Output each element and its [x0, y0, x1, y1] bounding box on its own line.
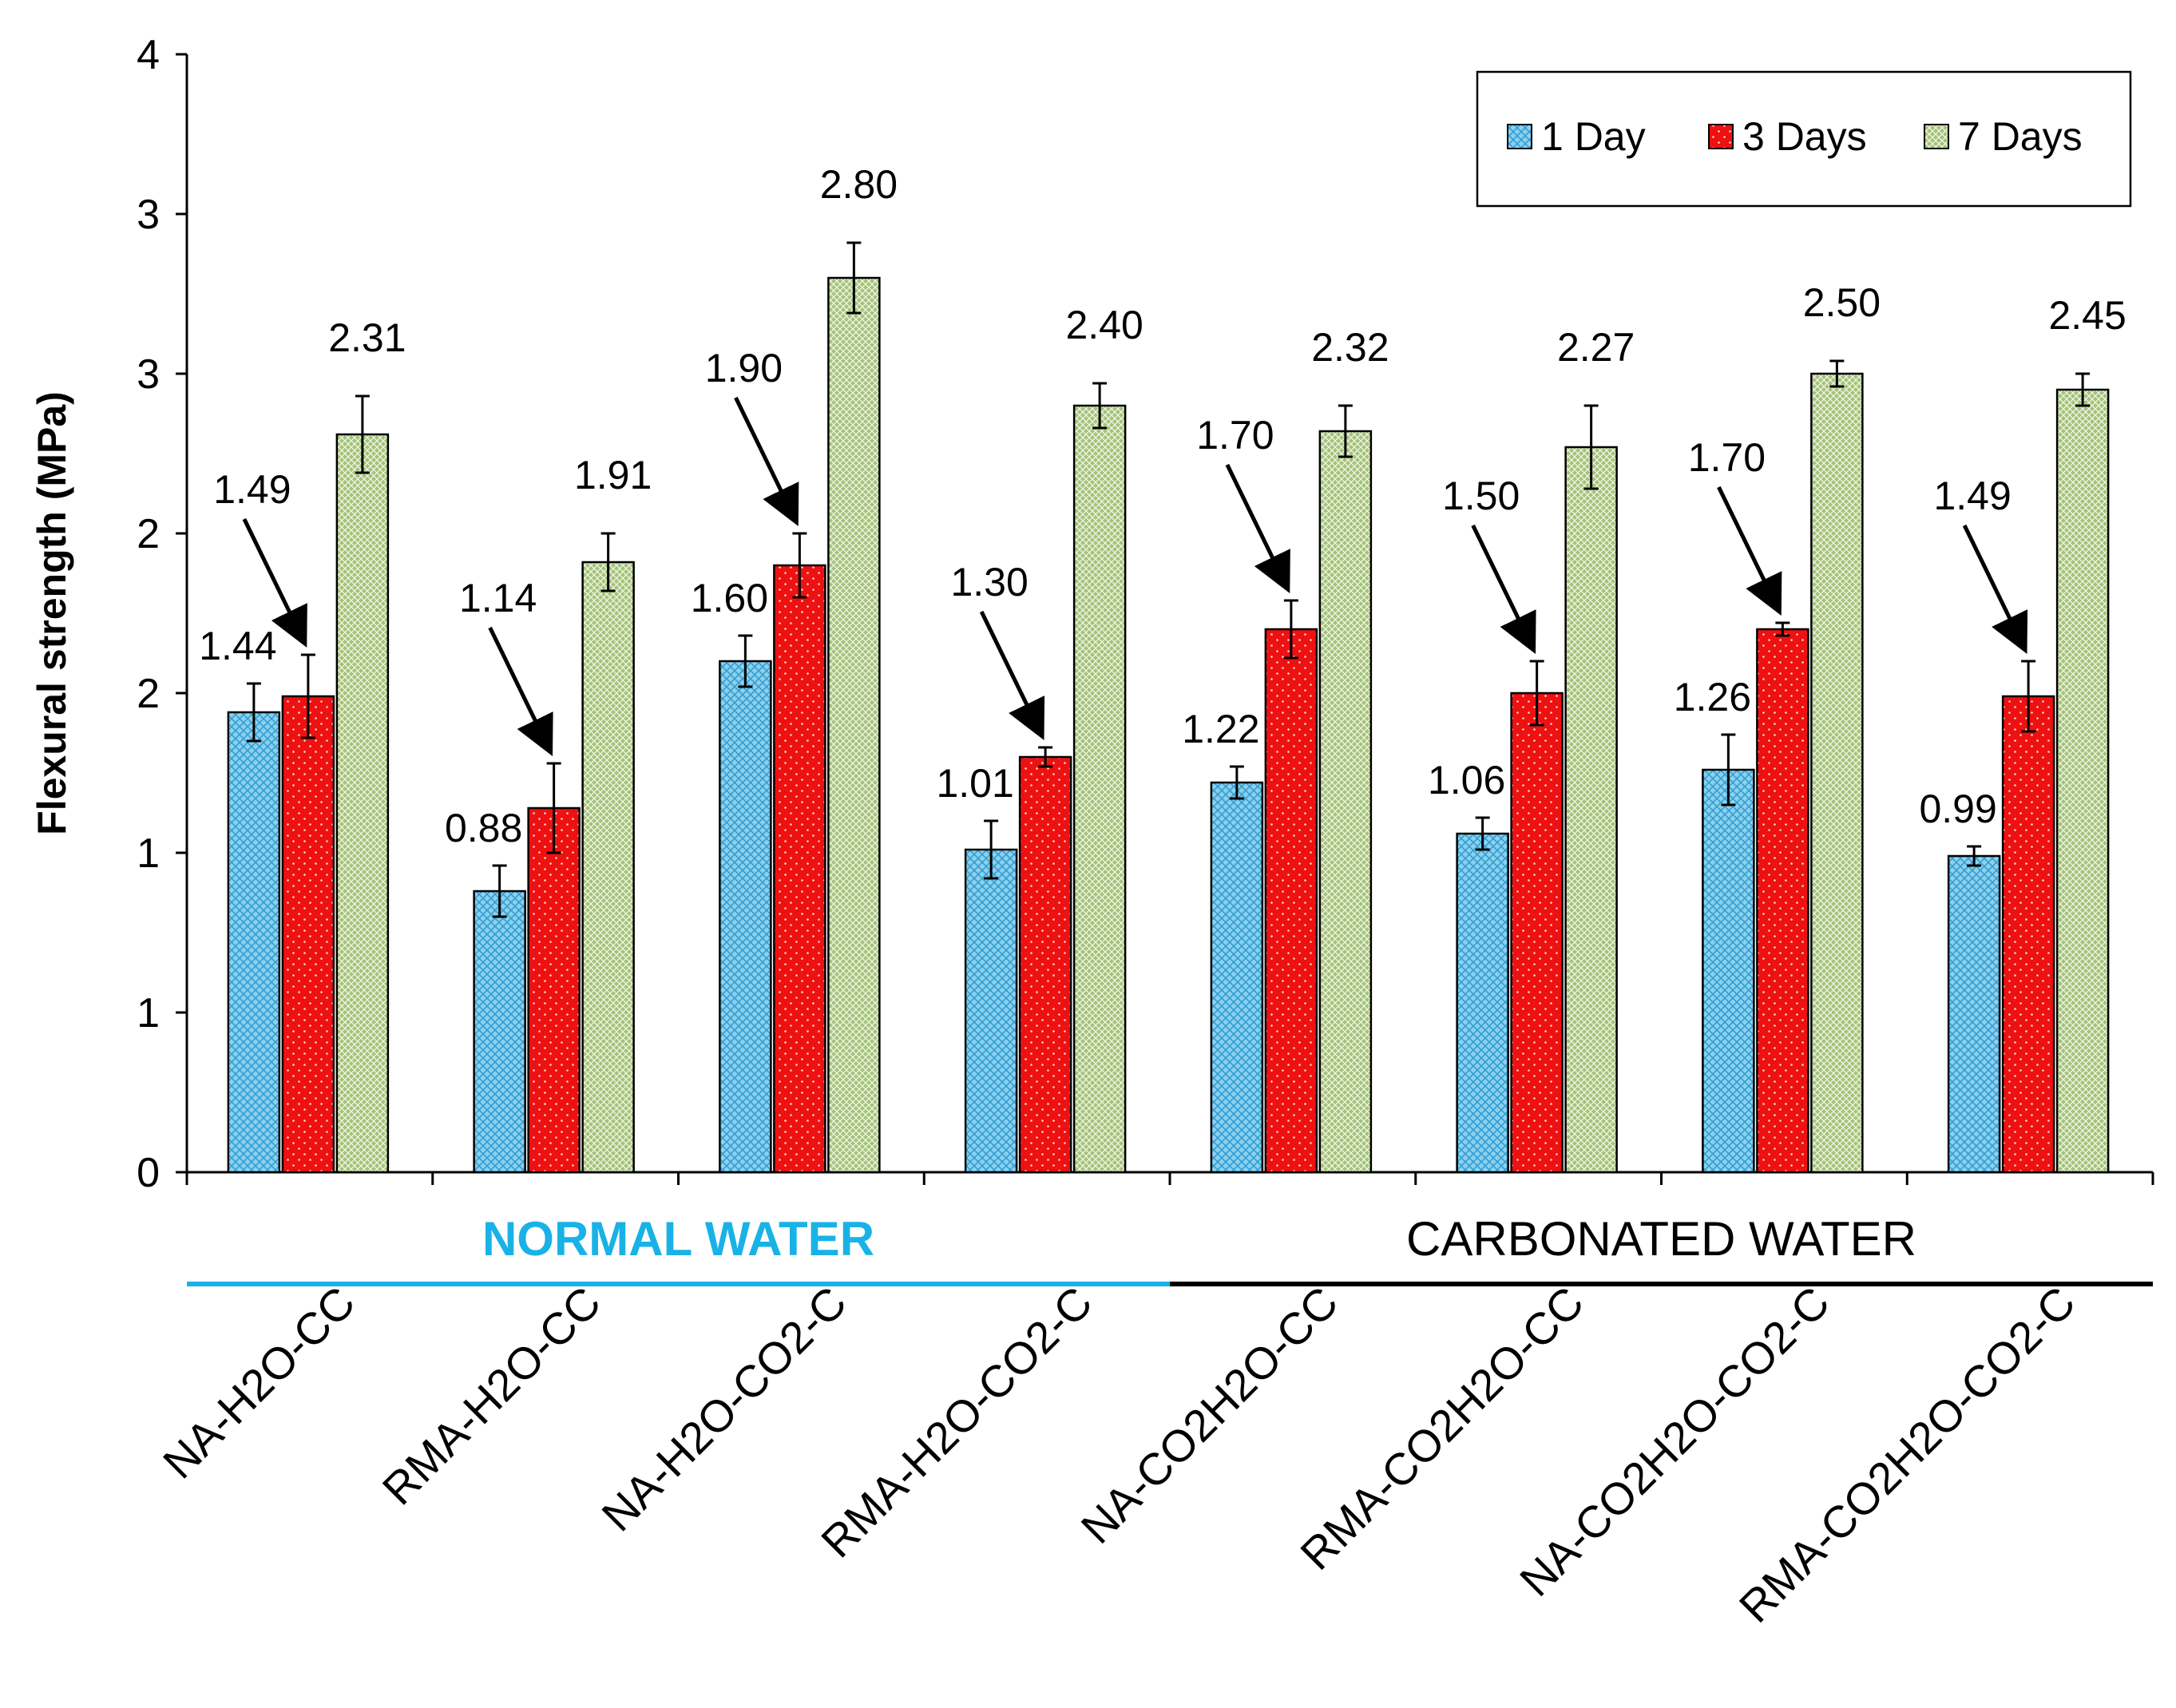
data-label: 1.22: [1182, 707, 1259, 751]
group-label: NORMAL WATER: [482, 1212, 874, 1266]
annotation-arrow: [1225, 463, 1290, 593]
annotation-arrow: [488, 626, 553, 756]
category-label: NA-H2O-CO2-C: [592, 1277, 856, 1541]
y-ticks: 0 1 1 2 2 3 3 4: [137, 32, 187, 1196]
category-label: NA-H2O-CC: [153, 1277, 365, 1488]
bar-3-days-7: [2001, 695, 2055, 1174]
category-label: RMA-H2O-CO2-C: [811, 1277, 1102, 1567]
y-tick-label: 1: [137, 990, 160, 1036]
bar-7-days-5: [1564, 446, 1618, 1174]
y-tick-label: 0: [137, 1150, 160, 1196]
category-labels: NA-H2O-CC RMA-H2O-CCNA-H2O-CO2-CRMA-H2O-C…: [153, 1277, 2085, 1632]
data-label: 1.30: [950, 560, 1028, 604]
data-labels: 1.44 1.49 2.31 0.88 1.14 1.91 1.60 1.90 2.80 1.01…: [199, 162, 2126, 850]
category-label: NA-CO2H2O-CC: [1071, 1277, 1347, 1553]
annotation-arrow: [979, 610, 1045, 740]
group-labels: NORMAL WATER CARBONATED WATER: [187, 1212, 2153, 1286]
y-tick-label: 3: [137, 192, 160, 238]
data-label: 2.32: [1311, 325, 1389, 370]
annotation-arrow: [1962, 524, 2028, 654]
bar-1-day-0: [227, 711, 281, 1174]
bar-3-days-4: [1264, 628, 1318, 1174]
annotation-arrow: [1717, 485, 1782, 616]
data-label: 1.90: [705, 346, 783, 390]
bar-1-day-4: [1210, 781, 1264, 1174]
legend-swatch-1-day: [1507, 124, 1532, 149]
data-label: 2.50: [1803, 280, 1881, 325]
bar-3-days-2: [773, 564, 826, 1174]
data-label: 1.91: [574, 453, 652, 497]
legend-swatch-3-days: [1708, 124, 1734, 149]
legend-swatch-7-days: [1924, 124, 1949, 149]
bar-3-days-6: [1756, 628, 1809, 1174]
data-label: 1.49: [1933, 474, 2011, 518]
y-tick-label: 4: [137, 32, 160, 78]
bar-3-days-1: [527, 806, 581, 1174]
data-label: 2.45: [2048, 293, 2126, 338]
data-label: 1.01: [936, 761, 1013, 806]
data-label: 1.70: [1688, 435, 1766, 480]
bar-1-day-7: [1947, 854, 2001, 1174]
data-label: 1.26: [1674, 675, 1751, 719]
data-label: 2.31: [328, 315, 406, 360]
bars: [227, 276, 2110, 1174]
category-label: RMA-H2O-CC: [373, 1277, 611, 1515]
data-label: 2.27: [1557, 325, 1635, 370]
y-tick-label: 3: [137, 351, 160, 398]
annotation-arrows: [242, 396, 2028, 756]
data-label: 0.88: [445, 806, 522, 850]
data-label: 1.44: [199, 624, 276, 668]
x-ticks: [185, 1172, 2154, 1185]
group-label: CARBONATED WATER: [1406, 1212, 1916, 1266]
y-tick-label: 2: [137, 511, 160, 557]
legend-box: [1476, 70, 2132, 208]
annotation-arrow: [734, 396, 799, 526]
y-tick-label: 1: [137, 830, 160, 877]
bar-1-day-5: [1456, 832, 1509, 1174]
legend-label-7-days: 7 Days: [1958, 114, 2083, 159]
y-axis-title: Flexural strength (MPa): [30, 391, 74, 835]
bar-1-day-3: [964, 848, 1018, 1174]
annotation-arrow: [242, 517, 307, 648]
legend-label-1-day: 1 Day: [1541, 114, 1646, 159]
data-label: 2.80: [820, 162, 898, 207]
bar-7-days-3: [1072, 404, 1127, 1174]
bar-1-day-1: [473, 890, 526, 1174]
bar-7-days-2: [827, 276, 881, 1174]
data-label: 2.40: [1065, 303, 1143, 347]
bar-7-days-1: [581, 561, 635, 1174]
bar-7-days-7: [2055, 388, 2110, 1174]
data-label: 1.70: [1196, 413, 1274, 458]
bar-7-days-4: [1318, 430, 1373, 1174]
legend: 1 Day 3 Days 7 Days: [1476, 70, 2132, 208]
error-bars: [246, 241, 2091, 918]
data-label: 1.14: [459, 576, 537, 620]
data-label: 1.49: [213, 467, 291, 512]
bar-3-days-0: [281, 695, 335, 1174]
bar-3-days-5: [1510, 692, 1564, 1174]
bar-7-days-6: [1810, 372, 1864, 1174]
legend-label-3-days: 3 Days: [1742, 114, 1867, 159]
annotation-arrow: [1471, 524, 1536, 654]
data-label: 1.60: [691, 576, 768, 620]
data-label: 1.50: [1442, 474, 1520, 518]
bar-3-days-3: [1018, 755, 1072, 1174]
bar-1-day-2: [719, 660, 772, 1174]
y-tick-label: 2: [137, 671, 160, 717]
bar-7-days-0: [335, 433, 390, 1174]
data-label: 1.06: [1428, 758, 1505, 802]
data-label: 0.99: [1919, 787, 1996, 831]
bar-1-day-6: [1702, 768, 1755, 1174]
